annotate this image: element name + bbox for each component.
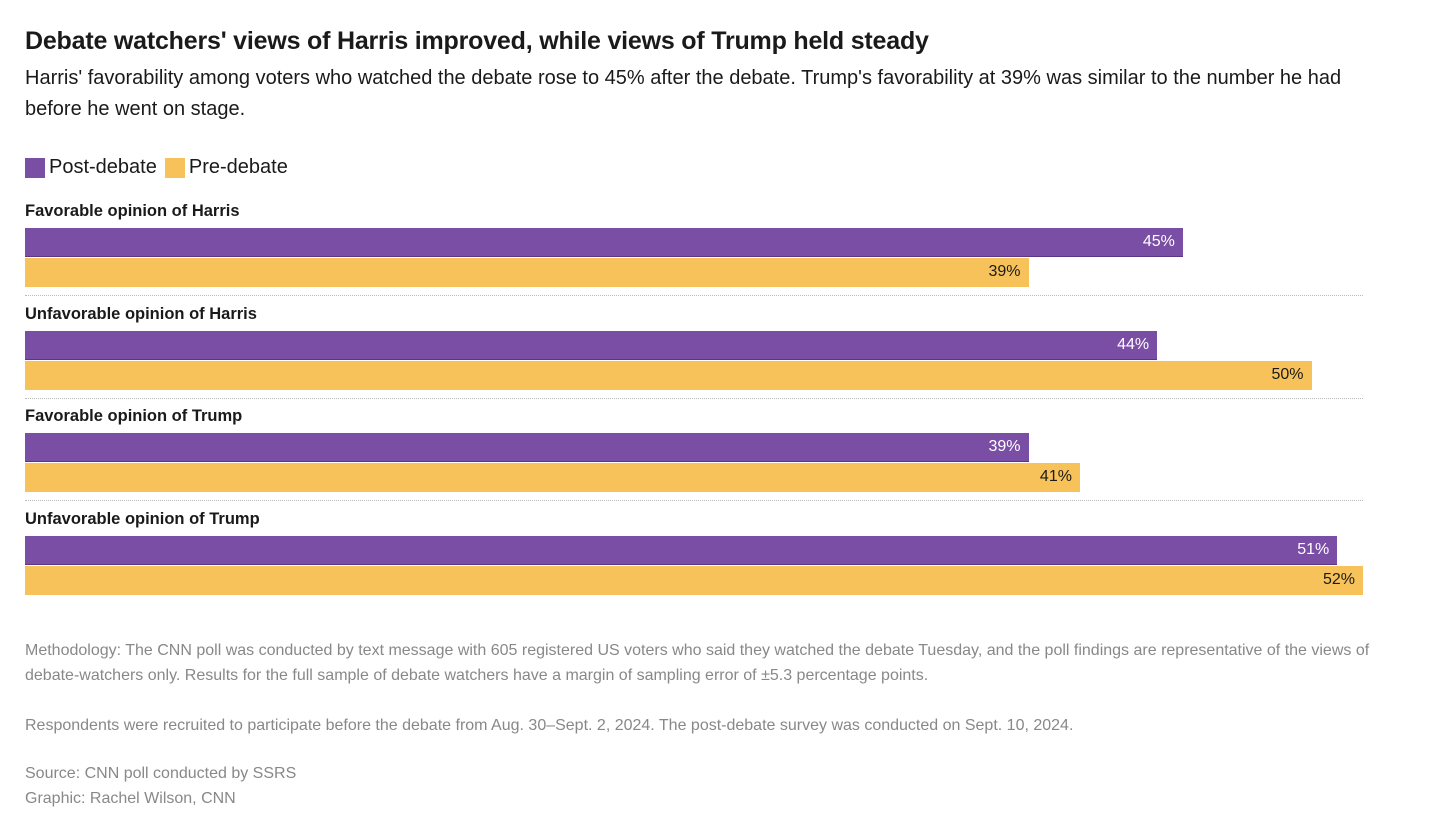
legend-pre-debate: Pre-debate [164,156,288,179]
legend-swatch-post [25,157,45,178]
graphic-credit: Graphic: Rachel Wilson, CNN [25,790,236,807]
bar-chart: Favorable opinion of Harris 45% 39% Unfavor… [0,195,1456,605]
group-label: Favorable opinion of Trump [25,407,243,425]
group-divider [25,295,1363,296]
legend-swatch-pre [164,157,185,178]
group-label: Unfavorable opinion of Harris [25,304,257,323]
legend-label-post: Post-debate [49,156,157,178]
bar-pre-debate: 52% [25,565,1363,595]
bar-value-label: 51% [1297,540,1330,558]
legend-post-debate: Post-debate [25,156,157,179]
bar-value-label: 39% [988,263,1021,280]
chart-subtitle: Harris' favorability among voters who wa… [25,67,1342,120]
chart-notes: Methodology: The CNN poll was conducted … [25,638,1425,811]
bar-value-label: 45% [1142,233,1175,250]
bar-value-label: 52% [1322,570,1355,588]
bar-pre-debate: 39% [25,258,1029,287]
bar-post-debate: 39% [25,433,1029,462]
group-label: Unfavorable opinion of Trump [25,509,260,528]
bar-pre-debate: 50% [25,360,1312,390]
bar-value-label: 39% [988,438,1021,455]
bar-post-debate: 51% [25,535,1338,565]
recruitment-note: Respondents were recruited to participat… [25,717,1074,734]
legend-label-pre: Pre-debate [188,156,288,178]
methodology-note: Methodology: The CNN poll was conducted … [25,642,1370,684]
chart-title: Debate watchers' views of Harris improve… [25,27,929,55]
bar-post-debate: 44% [25,330,1158,360]
bar-value-label: 50% [1271,365,1304,383]
bar-value-label: 41% [1039,468,1072,485]
bar-pre-debate: 41% [25,463,1080,492]
bar-post-debate: 45% [25,228,1183,257]
group-divider [25,500,1363,501]
bar-value-label: 44% [1117,335,1150,353]
group-label: Favorable opinion of Harris [25,202,240,220]
group-divider [25,397,1363,399]
source-note: Source: CNN poll conducted by SSRS [25,765,297,782]
legend: Post-debate Pre-debate [25,156,296,179]
